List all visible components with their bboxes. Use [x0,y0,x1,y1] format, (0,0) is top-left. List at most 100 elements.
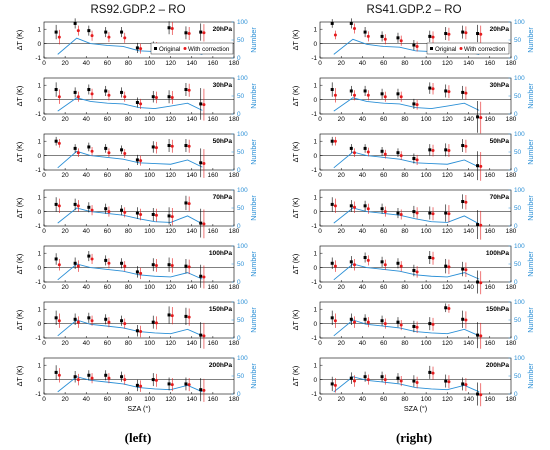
corrected-point [57,141,61,145]
x-tick-label: 20 [62,116,70,123]
y2-tick-label: 0 [237,391,241,398]
original-point [412,268,416,272]
x-tick-label: 80 [401,396,409,403]
y2-tick-label: 100 [514,187,525,194]
original-point [184,88,188,92]
x-tick-label: 40 [83,172,91,179]
corrected-point [399,212,403,216]
original-point [73,90,77,94]
original-point [199,274,203,278]
x-tick-label: 140 [186,172,197,179]
y2-tick-label: 100 [514,243,525,250]
corrected-point [90,257,94,261]
corrected-point [415,211,419,215]
original-point [120,261,124,265]
original-point [199,161,203,165]
y-axis-label: ΔT (K) [15,366,24,387]
original-point [54,202,58,206]
original-point [135,270,139,274]
corrected-point [479,334,483,338]
x-tick-label: 160 [208,228,219,235]
y-tick-label: -1 [311,167,317,174]
original-point [87,254,91,258]
x-tick-label: 100 [421,60,432,67]
x-axis-label: SZA (°) [127,404,150,413]
corrected-point [431,256,435,260]
y2-tick-label: 50 [237,149,245,156]
corrected-point [464,31,468,35]
original-point [428,256,432,260]
original-point [412,324,416,328]
corrected-point [431,322,435,326]
x-tick-label: 140 [463,116,474,123]
original-point [135,383,139,387]
right-caption: (right) [396,430,432,445]
pressure-level-label: 70hPa [490,194,510,201]
x-tick-label: 80 [125,116,133,123]
x-tick-label: 20 [62,60,70,67]
corrected-point [431,212,435,216]
original-point [184,382,188,386]
x-tick-label: 0 [42,340,46,347]
original-point [461,267,465,271]
original-point [444,211,448,215]
y-tick-label: 1 [313,250,317,257]
y2-tick-label: 50 [237,93,245,100]
original-point [428,370,432,374]
x-tick-label: 100 [144,284,155,291]
y-tick-label: -1 [311,111,317,118]
original-point [396,376,400,380]
y2-tick-label: 50 [237,317,245,324]
x-tick-label: 60 [380,340,388,347]
original-point [461,90,465,94]
x-tick-label: 140 [463,284,474,291]
y-tick-label: 0 [37,265,41,272]
original-point [412,156,416,160]
original-point [349,260,353,264]
count-line [333,263,480,281]
corrected-point [383,263,387,267]
corrected-point [187,265,191,269]
corrected-point [139,102,143,106]
x-tick-label: 20 [62,284,70,291]
y-tick-label: 1 [313,82,317,89]
corrected-point [479,32,483,36]
corrected-point [139,330,143,334]
x-tick-label: 40 [83,60,91,67]
legend-box [150,42,234,55]
original-point [184,144,188,148]
y-tick-label: -1 [35,335,41,342]
corrected-point [107,151,111,155]
corrected-point [352,93,356,97]
y2-axis-label: Number [526,27,535,53]
original-point [380,92,384,96]
y-tick-label: 0 [37,209,41,216]
original-point [167,382,171,386]
x-tick-label: 80 [401,172,409,179]
corrected-point [447,90,451,94]
x-tick-label: 140 [463,172,474,179]
original-point [363,30,367,34]
y-tick-label: -1 [311,55,317,62]
corrected-point [202,334,206,338]
x-tick-label: 80 [401,116,409,123]
original-point [54,316,58,320]
original-point [54,30,58,34]
y2-tick-label: 100 [514,19,525,26]
original-point [476,164,480,168]
y-tick-label: 1 [37,250,41,257]
y2-axis-label: Number [249,83,258,109]
corrected-point [415,103,419,107]
x-tick-label: 140 [186,340,197,347]
count-line [333,376,480,393]
count-line [333,97,480,112]
original-point [167,214,171,218]
x-tick-label: 180 [229,172,240,179]
